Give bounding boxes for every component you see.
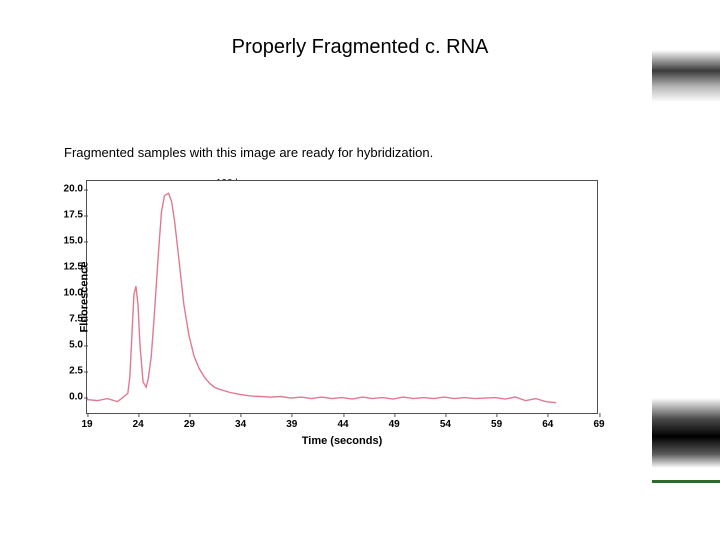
y-tick: 0.0 xyxy=(69,392,87,403)
x-tick: 34 xyxy=(235,413,246,430)
x-tick: 54 xyxy=(440,413,451,430)
y-tick: 12.5 xyxy=(64,262,87,273)
x-tick: 39 xyxy=(286,413,297,430)
fluorescence-chart: Fluorescence Time (seconds) 0.02.55.07.5… xyxy=(52,170,612,460)
x-tick: 64 xyxy=(542,413,553,430)
y-tick: 20.0 xyxy=(64,184,87,195)
y-tick: 10.0 xyxy=(64,288,87,299)
y-tick: 7.5 xyxy=(69,314,87,325)
x-tick: 29 xyxy=(184,413,195,430)
right-decorative-strip xyxy=(652,0,720,540)
x-tick: 44 xyxy=(337,413,348,430)
y-tick: 2.5 xyxy=(69,366,87,377)
y-tick: 15.0 xyxy=(64,236,87,247)
y-tick: 17.5 xyxy=(64,210,87,221)
page: Properly Fragmented c. RNA Fragmented sa… xyxy=(0,0,720,540)
strip-band-mid xyxy=(652,398,720,468)
plot-area: Fluorescence Time (seconds) 0.02.55.07.5… xyxy=(86,180,598,414)
x-tick: 24 xyxy=(133,413,144,430)
x-tick: 69 xyxy=(593,413,604,430)
y-tick: 5.0 xyxy=(69,340,87,351)
strip-green-line xyxy=(652,480,720,483)
trace-line xyxy=(87,181,597,413)
subtitle-text: Fragmented samples with this image are r… xyxy=(64,145,433,160)
x-axis-label: Time (seconds) xyxy=(302,435,383,447)
page-title: Properly Fragmented c. RNA xyxy=(0,36,720,59)
x-tick: 59 xyxy=(491,413,502,430)
x-tick: 19 xyxy=(81,413,92,430)
fluorescence-trace xyxy=(87,193,556,402)
x-tick: 49 xyxy=(389,413,400,430)
